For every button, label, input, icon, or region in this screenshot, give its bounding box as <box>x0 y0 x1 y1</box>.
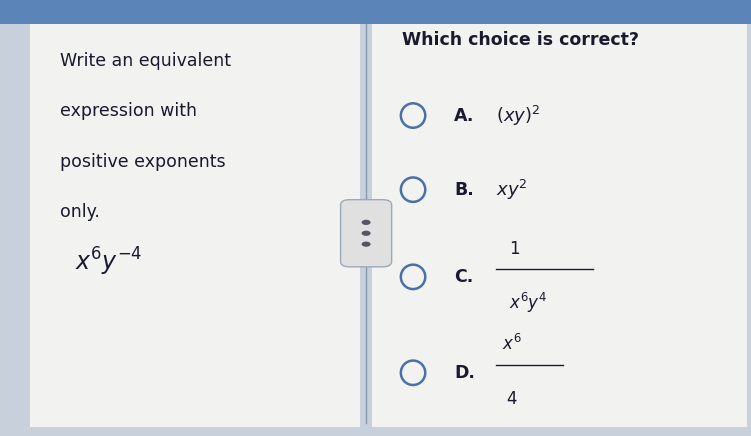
Circle shape <box>362 242 371 247</box>
FancyBboxPatch shape <box>0 0 751 24</box>
Text: $1$: $1$ <box>509 239 520 258</box>
FancyBboxPatch shape <box>340 200 392 267</box>
Text: Write an equivalent: Write an equivalent <box>60 52 231 70</box>
Text: D.: D. <box>454 364 475 382</box>
Text: $(xy)^2$: $(xy)^2$ <box>496 103 540 128</box>
Text: A.: A. <box>454 106 475 125</box>
Text: $xy^2$: $xy^2$ <box>496 177 527 202</box>
Text: only.: only. <box>60 203 100 221</box>
Text: Which choice is correct?: Which choice is correct? <box>402 31 639 48</box>
FancyBboxPatch shape <box>30 13 360 427</box>
Text: $4$: $4$ <box>506 390 518 408</box>
Text: $x^6y^{-4}$: $x^6y^{-4}$ <box>75 245 143 278</box>
Text: C.: C. <box>454 268 474 286</box>
Text: positive exponents: positive exponents <box>60 153 226 170</box>
Text: B.: B. <box>454 181 474 199</box>
Circle shape <box>362 220 371 225</box>
Text: expression with: expression with <box>60 102 197 120</box>
Text: $x^6y^4$: $x^6y^4$ <box>509 291 547 315</box>
Circle shape <box>362 231 371 236</box>
Text: $x^6$: $x^6$ <box>502 334 522 354</box>
FancyBboxPatch shape <box>372 13 747 427</box>
